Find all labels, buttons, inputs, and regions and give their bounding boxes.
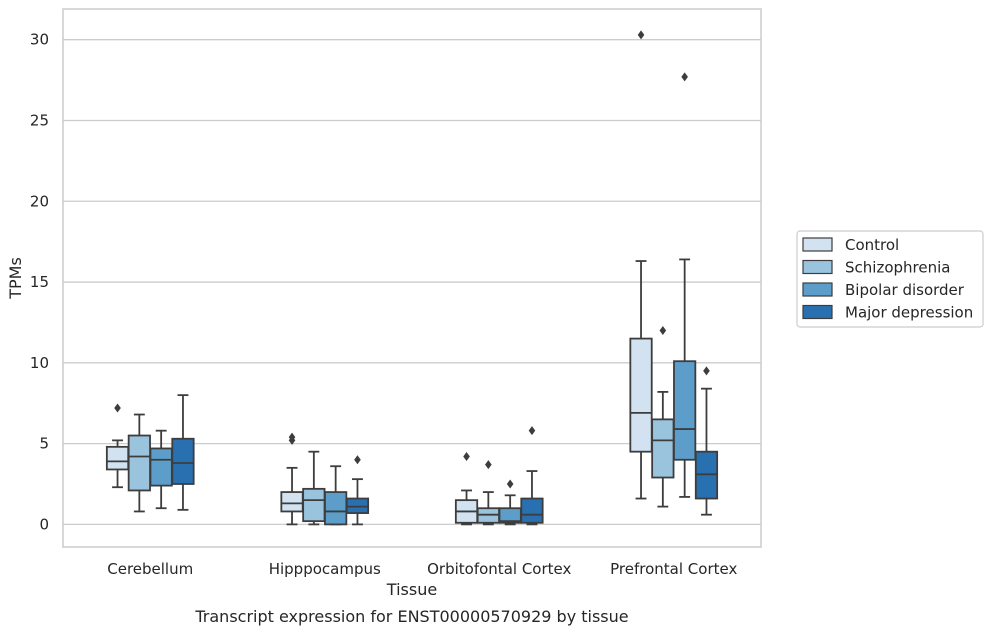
box-bipolar-disorder — [673, 72, 697, 498]
legend-swatch — [802, 259, 833, 275]
y-tick-label: 30 — [30, 31, 49, 49]
x-axis-title: Tissue — [386, 580, 437, 599]
box-major-depression — [694, 366, 719, 516]
legend-swatch — [802, 304, 833, 320]
y-tick-label: 0 — [39, 515, 49, 533]
y-axis-title: TPMs — [6, 257, 25, 300]
x-tick-label: Cerebellum — [107, 560, 193, 578]
x-tick-label: Hipppocampus — [269, 560, 381, 578]
y-tick-label: 10 — [30, 354, 49, 372]
box-iqr — [324, 491, 348, 526]
box-bipolar-disorder — [149, 429, 173, 510]
box-iqr — [520, 497, 544, 524]
box-bipolar-disorder — [324, 465, 348, 526]
box-schizophrenia — [302, 450, 326, 526]
outlier-point — [637, 30, 645, 40]
outlier-point — [659, 326, 667, 336]
box-major-depression — [171, 394, 195, 511]
box-control — [629, 30, 653, 500]
box-iqr — [673, 360, 697, 461]
box-iqr — [171, 437, 195, 485]
outlier-point — [288, 432, 296, 442]
box-iqr — [280, 491, 304, 513]
legend: Control Schizophrenia Bipolar disorder Majo… — [796, 230, 984, 328]
y-tick-label: 20 — [30, 192, 49, 210]
outlier-point — [703, 366, 710, 376]
box-iqr — [302, 487, 326, 523]
legend-swatch — [802, 282, 833, 297]
x-tick-label: Orbitofontal Cortex — [427, 560, 571, 578]
outlier-point — [528, 426, 536, 436]
outlier-point — [463, 452, 470, 462]
x-tick-label: Prefrontal Cortex — [610, 560, 737, 578]
y-tick-labels: 0 5 10 15 20 25 30 — [30, 31, 49, 534]
outlier-point — [354, 455, 361, 465]
x-tick-labels: Cerebellum Hipppocampus Orbitofontal Corte… — [107, 560, 737, 578]
outlier-point — [485, 460, 492, 470]
legend-label: Major depression — [845, 304, 973, 322]
box-iqr — [629, 337, 653, 453]
box-schizophrenia — [127, 413, 151, 513]
outlier-point — [114, 403, 121, 413]
boxes — [105, 30, 719, 526]
outlier-point — [681, 72, 688, 82]
box-iqr — [127, 434, 151, 492]
box-schizophrenia — [476, 460, 500, 526]
box-bipolar-disorder — [498, 479, 522, 526]
box-schizophrenia — [651, 326, 675, 508]
chart-caption: Transcript expression for ENST0000057092… — [194, 607, 628, 626]
box-iqr — [149, 447, 173, 487]
box-control — [280, 432, 304, 526]
y-tick-label: 15 — [30, 273, 49, 291]
legend-label: Schizophrenia — [845, 259, 950, 277]
box-major-depression — [520, 426, 544, 526]
box-iqr — [105, 445, 130, 471]
outlier-point — [506, 479, 514, 489]
y-tick-label: 25 — [30, 111, 49, 129]
y-tick-label: 5 — [39, 435, 49, 453]
box-control — [105, 403, 130, 489]
legend-frame — [796, 230, 984, 328]
box-iqr — [651, 418, 675, 479]
box-control — [454, 452, 479, 526]
box-major-depression — [345, 455, 370, 526]
plot-frame — [62, 8, 762, 548]
legend-label: Bipolar disorder — [845, 281, 965, 299]
legend-swatch — [802, 237, 833, 252]
legend-label: Control — [845, 236, 899, 254]
